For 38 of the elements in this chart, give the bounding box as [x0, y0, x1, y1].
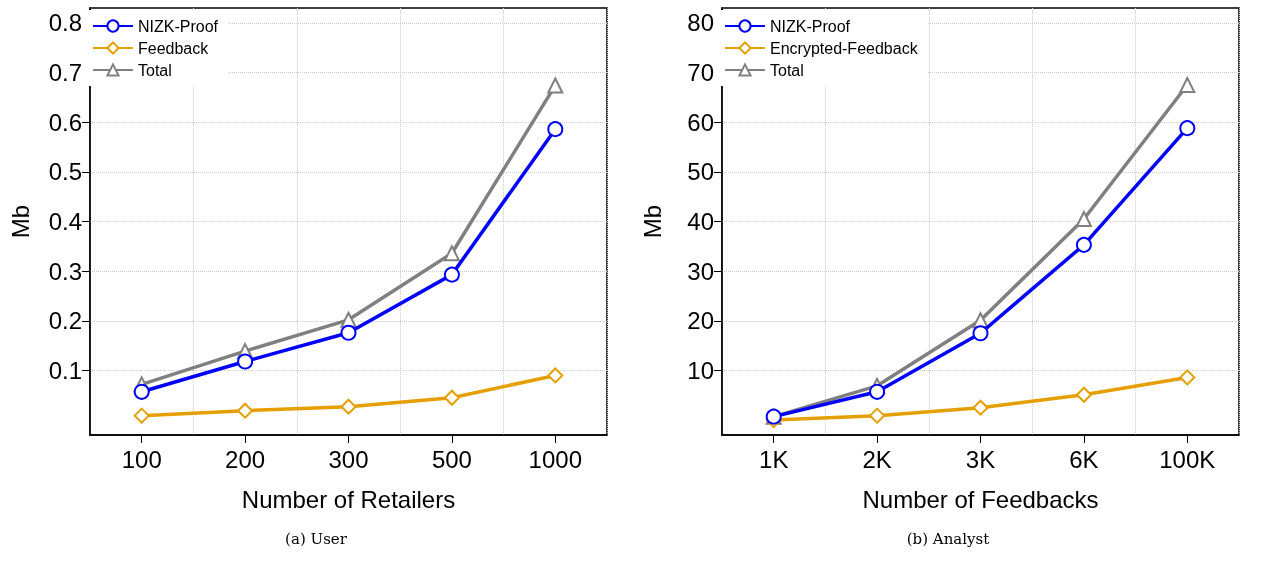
y-tick-label: 0.2: [48, 307, 82, 335]
legend-label: NIZK-Proof: [770, 17, 851, 35]
x-tick-label: 1000: [528, 445, 582, 473]
y-tick-label: 50: [687, 158, 714, 186]
y-tick-label: 60: [687, 108, 714, 136]
x-tick-label: 500: [431, 445, 472, 473]
y-tick-label: 0.8: [48, 9, 82, 37]
y-tick-label: 70: [687, 59, 714, 87]
x-tick-label: 100: [121, 445, 162, 473]
legend-label: Total: [138, 61, 172, 79]
y-tick-label: 40: [687, 208, 714, 235]
x-tick-label: 1K: [759, 445, 789, 473]
legend-label: Feedback: [138, 39, 210, 57]
y-tick-label: 0.5: [48, 158, 82, 186]
y-tick-label: 30: [687, 257, 714, 285]
x-tick-label: 300: [328, 445, 369, 473]
x-axis-title: Number of Retailers: [241, 485, 456, 513]
y-tick-label: 0.7: [48, 59, 82, 87]
x-tick-label: 6K: [1069, 445, 1099, 473]
text: (b) Analyst: [905, 530, 991, 548]
y-tick-label: 80: [687, 9, 714, 37]
y-tick-label: 0.1: [48, 356, 82, 384]
legend-label: NIZK-Proof: [138, 17, 219, 35]
y-tick-label: 20: [687, 307, 714, 335]
y-tick-label: 0.3: [48, 257, 82, 285]
y-tick-label: 10: [687, 356, 714, 384]
y-axis-title: Mb: [638, 204, 666, 239]
x-tick-label: 100K: [1159, 445, 1216, 473]
x-tick-label: 200: [225, 445, 266, 473]
legend-label: Encrypted-Feedback: [770, 39, 919, 57]
y-axis-title: Mb: [6, 204, 34, 239]
x-axis-title: Number of Feedbacks: [862, 485, 1099, 513]
x-tick-label: 3K: [965, 445, 996, 473]
y-tick-label: 0.4: [48, 208, 82, 235]
text: (a) User: [284, 530, 348, 548]
x-tick-label: 2K: [862, 445, 892, 473]
legend-label: Total: [770, 61, 804, 79]
y-tick-label: 0.6: [48, 108, 82, 136]
